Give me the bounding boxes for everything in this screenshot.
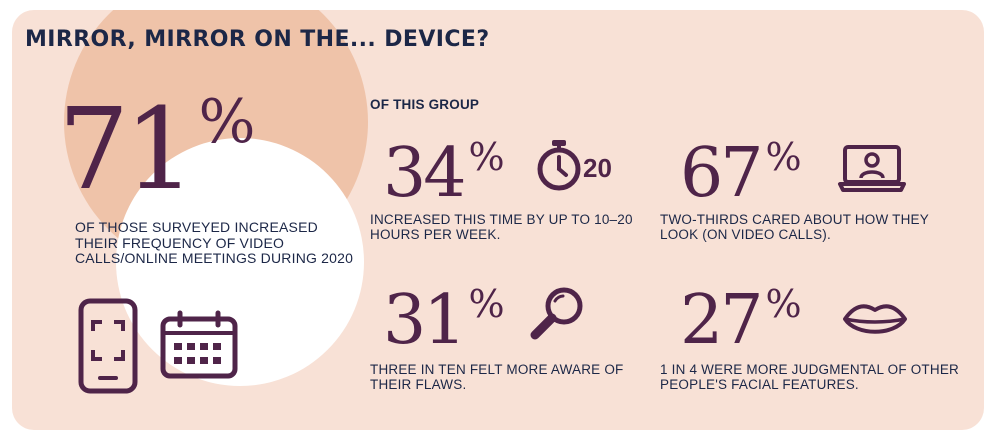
stat-label: INCREASED THIS TIME BY UP TO 10–20 HOURS… — [370, 212, 633, 242]
stat-number: 27 — [680, 281, 764, 360]
stat-label: TWO-THIRDS CARED ABOUT HOW THEY LOOK (ON… — [660, 212, 929, 242]
stat-value: 31% — [383, 285, 505, 355]
stat-value: 27% — [680, 285, 802, 355]
stat-unit: % — [765, 282, 802, 326]
phone-scan-icon — [78, 298, 138, 394]
laptop-user-icon — [838, 145, 906, 192]
stat-number: 34 — [383, 134, 467, 213]
lips-icon — [843, 304, 907, 334]
stat-unit: % — [468, 282, 505, 326]
stat-label: THREE IN TEN FELT MORE AWARE OF THEIR FL… — [370, 362, 624, 392]
main-stat-number: 71 — [58, 85, 195, 215]
page-title: MIRROR, MIRROR ON THE... DEVICE? — [25, 27, 490, 52]
main-stat-value: 71% — [58, 92, 256, 206]
stat-number: 31 — [383, 281, 467, 360]
stat-unit: % — [468, 135, 505, 179]
decorative-circle-white — [116, 138, 364, 386]
group-label: OF THIS GROUP — [370, 97, 480, 112]
main-stat-unit: % — [198, 87, 256, 157]
stat-label: 1 IN 4 WERE MORE JUDGMENTAL OF OTHER PEO… — [660, 362, 959, 392]
main-stat-label: OF THOSE SURVEYED INCREASED THEIR FREQUE… — [75, 219, 354, 266]
stat-value: 67% — [680, 138, 802, 208]
stat-number: 67 — [680, 134, 764, 213]
stopwatch-icon — [537, 140, 581, 191]
calendar-icon — [160, 310, 238, 379]
stopwatch-label: 20 — [583, 153, 612, 183]
stat-value: 34% — [383, 138, 505, 208]
stat-unit: % — [765, 135, 802, 179]
magnifier-icon — [530, 287, 583, 340]
